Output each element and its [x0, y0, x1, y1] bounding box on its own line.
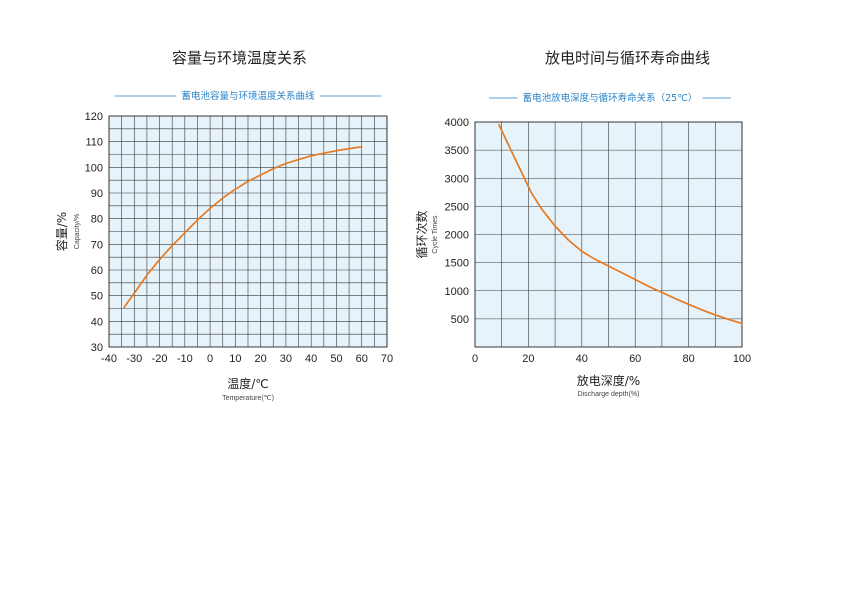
y-tick-label: 30 — [91, 342, 103, 354]
y-tick-label: 80 — [91, 214, 103, 226]
left-chart-heading: 容量与环境温度关系 — [172, 49, 308, 67]
chart-2: 0 20 40 60 80 100 500 1000 1500 2000 2500 3000 3500 4… — [414, 92, 751, 398]
chart-1: -40 -30 -20 -10 0 10 20 30 40 50 60 70 30 40 50 60 70 80 9… — [54, 90, 393, 402]
chart-title: 蓄电池容量与环境温度关系曲线 — [181, 90, 315, 102]
x-tick-label: 60 — [629, 353, 641, 365]
x-tick-label: 80 — [682, 353, 694, 365]
y-axis-label: 容量/% — [54, 212, 69, 251]
y-tick-label: 70 — [91, 239, 103, 251]
x-tick-label: 10 — [229, 353, 241, 365]
y-axis-label-en: Capacity/% — [74, 214, 81, 249]
right-chart-heading: 放电时间与循环寿命曲线 — [545, 49, 711, 67]
x-tick-label: 40 — [305, 353, 317, 365]
y-tick-label: 120 — [85, 111, 103, 123]
x-axis-label-en: Discharge depth(%) — [578, 391, 640, 398]
x-tick-label: 20 — [522, 353, 534, 365]
y-tick-label: 1500 — [445, 258, 469, 270]
x-tick-label: -30 — [126, 353, 142, 365]
x-tick-label: 20 — [255, 353, 267, 365]
x-tick-label: -20 — [152, 353, 168, 365]
x-tick-label: 60 — [356, 353, 368, 365]
y-tick-label: 4000 — [445, 117, 469, 129]
y-axis-label: 循环次数 — [414, 210, 429, 258]
series-line — [498, 123, 743, 325]
y-tick-label: 90 — [91, 188, 103, 200]
x-tick-label: 30 — [280, 353, 292, 365]
x-tick-label: 50 — [330, 353, 342, 365]
x-axis-label: 温度/℃ — [227, 376, 269, 391]
y-tick-label: 100 — [85, 162, 103, 174]
y-tick-label: 1000 — [445, 286, 469, 298]
x-tick-label: 40 — [576, 353, 588, 365]
x-tick-label: 0 — [207, 353, 213, 365]
plot-border — [474, 121, 743, 348]
plot-border — [108, 115, 388, 348]
y-tick-label: 50 — [91, 291, 103, 303]
x-axis-label: 放电深度/% — [577, 373, 640, 388]
x-tick-label: 70 — [381, 353, 393, 365]
x-axis-label-en: Temperature(℃) — [222, 395, 274, 402]
y-axis-label-en: Cycle Times — [432, 215, 439, 254]
y-tick-label: 500 — [451, 314, 469, 326]
y-tick-label: 40 — [91, 316, 103, 328]
y-tick-label: 3000 — [445, 173, 469, 185]
y-tick-label: 60 — [91, 265, 103, 277]
x-tick-label: -40 — [101, 353, 117, 365]
series-line — [123, 145, 363, 309]
x-tick-label: 100 — [733, 353, 751, 365]
y-tick-label: 2000 — [445, 230, 469, 242]
x-tick-label: -10 — [177, 353, 193, 365]
y-tick-label: 3500 — [445, 145, 469, 157]
x-tick-label: 0 — [472, 353, 478, 365]
chart-title: 蓄电池放电深度与循环寿命关系（25℃） — [523, 92, 698, 104]
y-tick-label: 2500 — [445, 201, 469, 213]
y-tick-label: 110 — [85, 137, 103, 149]
